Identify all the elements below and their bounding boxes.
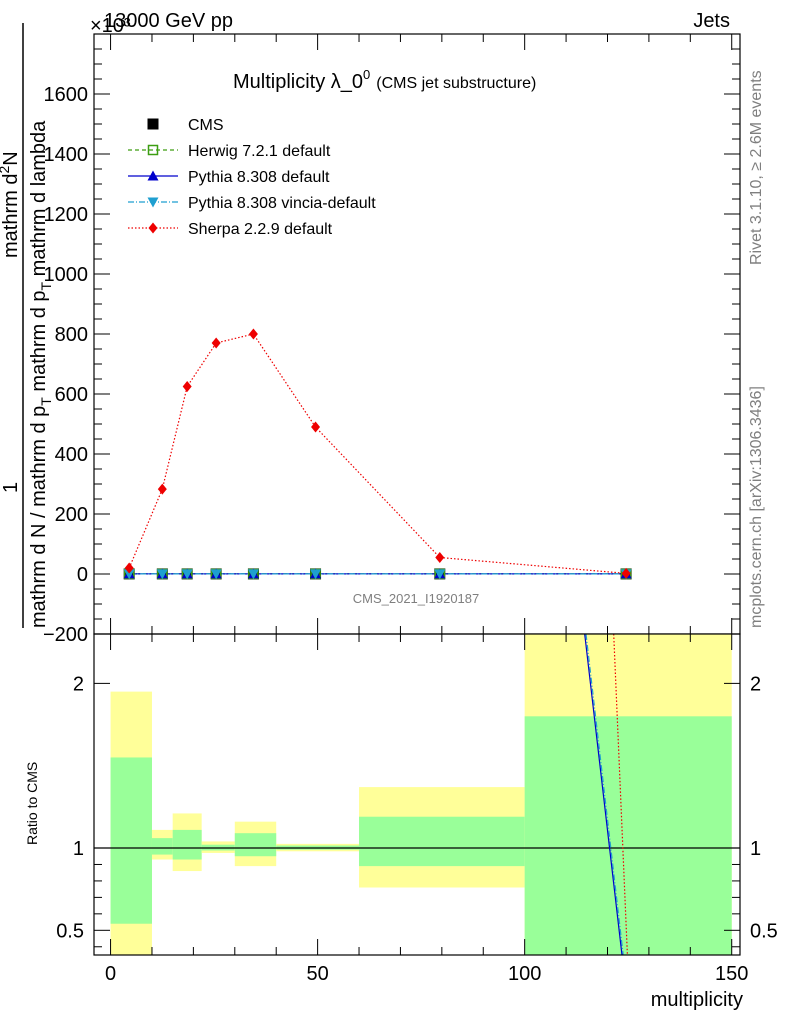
main-ytick-label-0: −200 — [43, 624, 88, 646]
ratio-frame — [93, 633, 741, 956]
main-ytick-label-7: 1200 — [44, 204, 89, 226]
ylabel-numerator: mathrm d2N — [0, 151, 22, 258]
main-ytick-label-1: 0 — [77, 564, 88, 586]
ratio-band-green-1 — [151, 838, 173, 855]
ratio-band-green-7 — [524, 716, 732, 955]
energy-label: 13000 GeV pp — [104, 10, 233, 32]
series-4-point-0 — [124, 562, 134, 574]
process-label: Jets — [693, 10, 730, 32]
x-axis-label: multiplicity — [651, 989, 743, 1011]
rivet-label: Rivet 3.1.10, ≥ 2.6M events — [748, 70, 765, 265]
ratio-ytick-label-right-2: 2 — [750, 673, 761, 695]
ratio-band-green-6 — [359, 816, 525, 867]
plot-title-sub: (CMS jet substructure) — [376, 75, 536, 92]
main-ytick-label-6: 1000 — [44, 264, 89, 286]
series-4-point-1 — [157, 483, 167, 495]
legend-marker-0 — [147, 118, 159, 130]
series-line-4 — [128, 333, 627, 574]
xtick-label-1: 50 — [306, 963, 328, 985]
ratio-line-0 — [584, 633, 623, 956]
xtick-label-2: 100 — [508, 963, 541, 985]
ratio-axes-group: 0.5 0.5 1 1 2 2 0 50 100 150 — [56, 633, 778, 985]
series-4-point-2 — [182, 381, 192, 392]
ratio-ytick-label-left-2: 2 — [73, 673, 84, 695]
series-4-point-6 — [435, 552, 445, 563]
ratio-band-green-2 — [172, 829, 202, 860]
legend-label-4: Sherpa 2.2.9 default — [188, 221, 333, 238]
main-axes-group: −200 0 200 400 600 800 1000 1200 1400 1600 — [43, 33, 741, 646]
main-series-group — [123, 328, 632, 580]
series-4-point-5 — [311, 421, 321, 433]
ratio-lines-group — [94, 633, 740, 956]
mcplots-label: mcplots.cern.ch [arXiv:1306.3436] — [748, 386, 765, 628]
xtick-label-3: 150 — [715, 963, 748, 985]
main-ytick-label-3: 400 — [55, 444, 88, 466]
ratio-bands-group — [110, 634, 732, 955]
legend-marker-4 — [148, 222, 158, 234]
ratio-line-2 — [613, 633, 628, 956]
ratio-band-green-4 — [234, 833, 277, 857]
series-3-point-3 — [210, 569, 222, 580]
legend-label-1: Herwig 7.2.1 default — [188, 143, 331, 160]
ratio-ytick-label-right-1: 1 — [750, 838, 761, 860]
ylabel-fraction-bottom: mathrm d N / mathrm d pT mathrm d pT mat… — [28, 120, 54, 628]
series-3-point-6 — [434, 569, 446, 580]
series-4-point-7 — [621, 567, 631, 579]
legend: CMS Herwig 7.2.1 default Pythia 8.308 defa… — [128, 117, 376, 238]
ylabel-fraction-top: 1 — [0, 482, 22, 493]
main-ytick-label-8: 1400 — [44, 144, 89, 166]
exponent-label: ×10³ — [90, 15, 131, 37]
ratio-ylabel: Ratio to CMS — [24, 762, 40, 845]
series-4-point-4 — [248, 328, 258, 340]
main-panel: −200 0 200 400 600 800 1000 1200 1400 1600 CMS_20… — [43, 33, 741, 646]
legend-label-3: Pythia 8.308 vincia-default — [188, 195, 376, 212]
main-ytick-label-5: 800 — [55, 324, 88, 346]
ratio-ytick-label-right-0: 0.5 — [750, 920, 778, 942]
series-3-point-1 — [156, 569, 168, 580]
ratio-band-green-0 — [110, 757, 152, 924]
legend-marker-3 — [147, 197, 159, 208]
series-3-point-2 — [181, 569, 193, 580]
main-ytick-label-2: 200 — [55, 504, 88, 526]
ratio-panel: 0.5 0.5 1 1 2 2 0 50 100 150 — [56, 633, 778, 985]
series-4-point-3 — [211, 337, 221, 349]
legend-marker-2 — [147, 170, 159, 181]
plot-title-main: Multiplicity λ_0 — [233, 71, 363, 93]
series-3-point-4 — [247, 569, 259, 580]
legend-marker-1 — [147, 144, 159, 156]
ratio-ytick-label-left-1: 1 — [73, 838, 84, 860]
main-ytick-label-9: 1600 — [44, 84, 89, 106]
ratio-ytick-label-left-0: 0.5 — [56, 920, 84, 942]
analysis-label: CMS_2021_I1920187 — [353, 591, 480, 606]
main-ylabel: mathrm d N / mathrm d pT mathrm d pT mat… — [0, 23, 54, 628]
ratio-line-1 — [585, 633, 624, 956]
plot-title-sup: 0 — [363, 67, 370, 82]
plot-title: Multiplicity λ_00 (CMS jet substructure) — [233, 67, 536, 93]
legend-label-2: Pythia 8.308 default — [188, 169, 330, 186]
series-3-point-0 — [123, 569, 135, 580]
legend-label-0: CMS — [188, 117, 224, 134]
main-ytick-label-4: 600 — [55, 384, 88, 406]
xtick-label-0: 0 — [105, 963, 116, 985]
series-3-point-5 — [310, 569, 322, 580]
